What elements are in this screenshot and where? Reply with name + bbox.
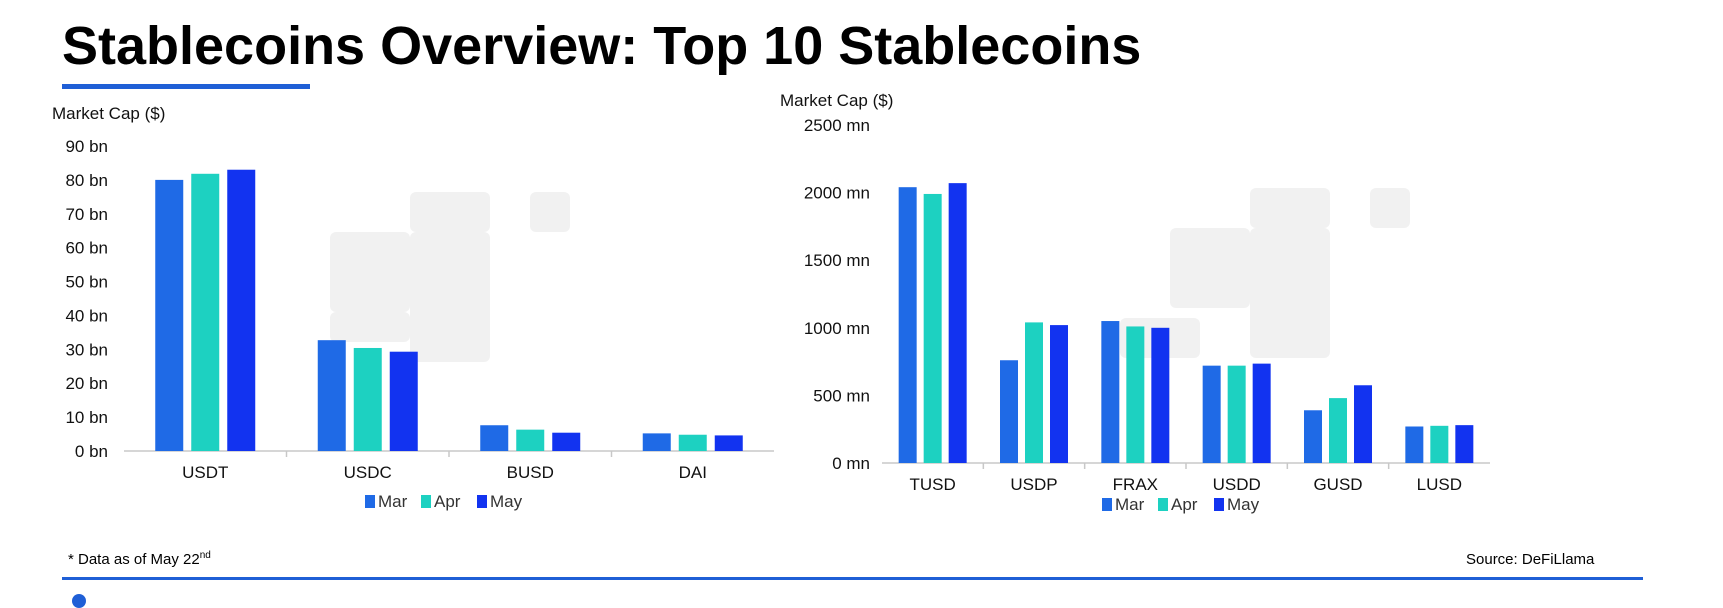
y-tick-label: 40 bn [65,306,108,325]
bottom-rule [62,577,1643,580]
bar-apr-busd [516,429,545,451]
legend-label-apr: Apr [1171,495,1198,514]
y-tick-label: 0 mn [832,454,870,473]
y-tick-label: 2500 mn [804,116,870,135]
bar-mar-busd [480,425,509,451]
bar-mar-tusd [898,187,917,463]
legend-label-mar: Mar [1115,495,1145,514]
bar-mar-usdt [155,179,184,451]
chart-major-stablecoins: Market Cap ($) 0 bn 10 bn 20 bn 30 bn 40 bn 50… [52,104,774,511]
bar-may-usdc [389,351,418,451]
x-tick-label: GUSD [1313,475,1362,494]
watermark-logo-right [1120,188,1460,368]
legend-label-mar: Mar [378,492,408,511]
bar-may-tusd [948,183,967,464]
legend-swatch-apr [1158,498,1168,511]
bar-mar-gusd [1304,410,1322,463]
legend-swatch-mar [1102,498,1112,511]
bar-may-lusd [1455,425,1474,463]
bar-apr-frax [1126,326,1145,463]
bar-mar-usdp [1000,360,1018,463]
legend-label-may: May [490,492,523,511]
bar-mar-dai [642,433,671,451]
bar-apr-tusd [923,193,942,463]
bar-mar-usdc [317,340,346,451]
bar-may-frax [1151,327,1170,463]
y-tick-label: 2000 mn [804,184,870,203]
y-tick-label: 30 bn [65,340,108,359]
bar-apr-usdc [353,347,382,451]
footnote: * Data as of May 22nd [68,550,211,568]
x-tick-label: USDT [182,463,228,482]
title-underline [62,84,310,89]
bar-may-usdd [1252,363,1271,463]
watermark-logo-left [330,192,620,372]
legend-swatch-may [477,495,487,508]
x-tick-label: FRAX [1113,475,1158,494]
y-tick-label: 1000 mn [804,319,870,338]
x-tick-label: USDD [1213,475,1261,494]
x-tick-label: USDP [1010,475,1057,494]
y-tick-label: 1500 mn [804,251,870,270]
x-tick-label: BUSD [507,463,554,482]
bar-apr-gusd [1329,398,1347,463]
bar-mar-usdd [1202,365,1221,463]
y-axis-title: Market Cap ($) [780,91,893,110]
y-tick-label: 80 bn [65,171,108,190]
y-tick-label: 10 bn [65,408,108,427]
y-tick-label: 500 mn [813,386,870,405]
bar-mar-lusd [1405,426,1424,463]
y-axis-title: Market Cap ($) [52,104,165,123]
page-title: Stablecoins Overview: Top 10 Stablecoins [62,16,1142,76]
bar-mar-frax [1101,321,1120,463]
legend-label-apr: Apr [434,492,461,511]
x-tick-label: DAI [679,463,707,482]
y-tick-label: 20 bn [65,374,108,393]
y-tick-label: 0 bn [75,442,108,461]
bar-apr-usdp [1025,322,1043,463]
x-tick-label: LUSD [1417,475,1462,494]
y-tick-label: 70 bn [65,205,108,224]
bullet-dot [72,594,86,608]
source-note: Source: DeFiLlama [1466,551,1595,568]
bar-may-dai [714,435,743,451]
bar-may-busd [552,432,581,451]
chart-minor-stablecoins: Market Cap ($) 0 mn 500 mn 1000 mn 1500 mn 20… [780,91,1490,514]
legend-swatch-may [1214,498,1224,511]
bar-apr-dai [678,434,707,451]
bar-apr-usdt [191,173,220,452]
y-tick-label: 90 bn [65,137,108,156]
y-tick-label: 50 bn [65,273,108,292]
legend-label-may: May [1227,495,1260,514]
bar-may-usdt [227,169,256,451]
bar-may-gusd [1354,385,1372,463]
x-tick-label: TUSD [910,475,956,494]
bar-apr-lusd [1430,425,1449,463]
legend-swatch-apr [421,495,431,508]
bar-apr-usdd [1227,365,1246,463]
y-tick-label: 60 bn [65,239,108,258]
x-tick-label: USDC [344,463,392,482]
legend-swatch-mar [365,495,375,508]
bar-may-usdp [1050,325,1068,463]
